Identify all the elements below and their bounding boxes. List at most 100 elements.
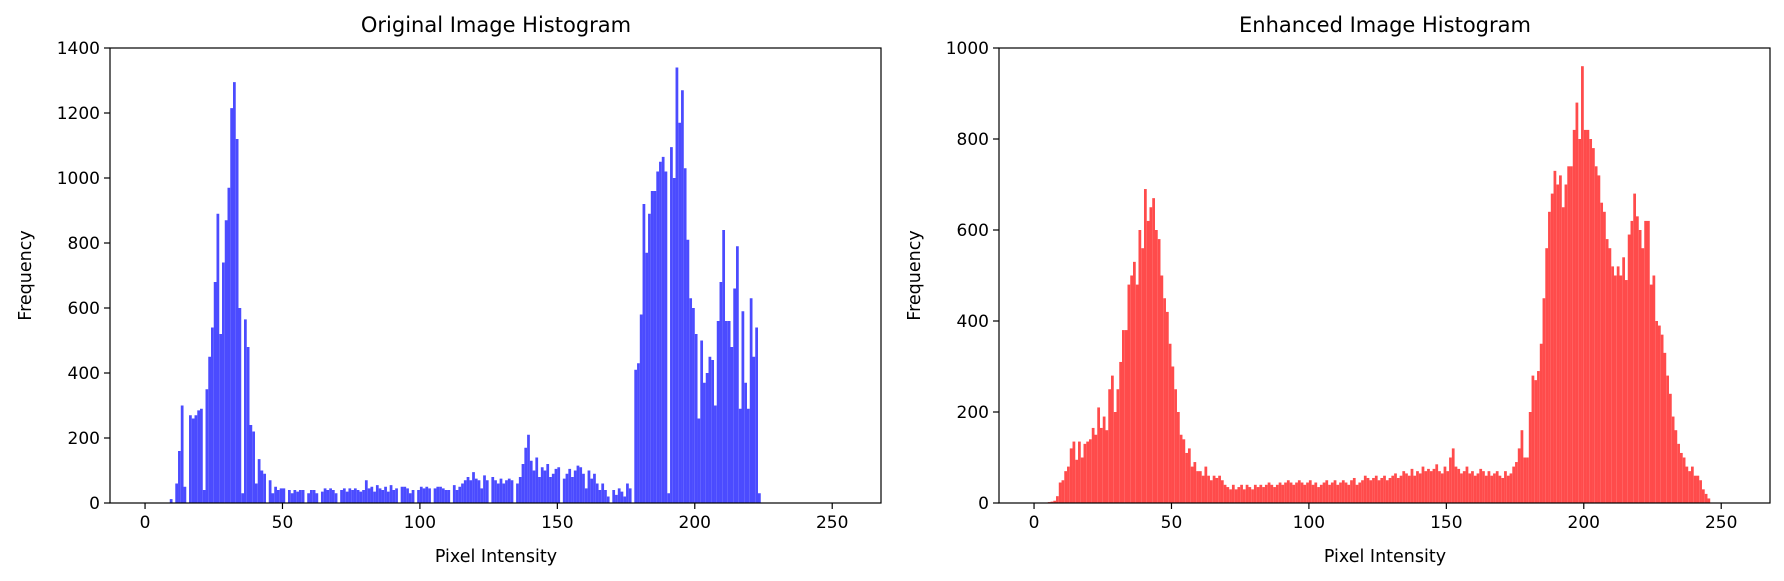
histogram-bar: [1259, 484, 1263, 503]
histogram-bar: [1473, 475, 1477, 503]
histogram-bar: [620, 491, 624, 504]
histogram-bar: [1242, 489, 1246, 503]
histogram-bar: [1130, 275, 1133, 503]
histogram-bar: [1526, 457, 1529, 503]
histogram-bar: [571, 477, 574, 503]
histogram-bar: [1289, 482, 1293, 503]
histogram-bar: [1127, 284, 1131, 503]
enhanced-histogram-panel: Enhanced Image Histogram 0 50 100 150 200 250…: [905, 13, 1771, 567]
histogram-bar: [1567, 166, 1571, 504]
x-tick-label: 0: [140, 513, 151, 533]
histogram-bar: [1630, 220, 1634, 503]
histogram-bar: [1358, 482, 1362, 503]
histogram-bar: [576, 465, 580, 504]
histogram-bar: [428, 488, 431, 504]
histogram-bar: [1707, 498, 1711, 503]
histogram-bar: [1138, 230, 1142, 503]
histogram-bar: [579, 467, 583, 503]
histogram-bar: [1517, 448, 1521, 503]
histogram-bar: [1286, 480, 1290, 503]
histogram-bar: [1339, 482, 1342, 503]
histogram-bar: [656, 171, 660, 503]
histogram-bar: [334, 493, 338, 503]
histogram-bar: [1080, 457, 1084, 503]
histogram-bar: [323, 488, 327, 504]
histogram-bar: [730, 347, 734, 503]
histogram-bar: [708, 356, 712, 503]
histogram-bar: [200, 408, 203, 503]
histogram-bar: [1133, 261, 1136, 503]
histogram-bar: [1446, 471, 1450, 503]
histogram-bar: [1069, 448, 1073, 503]
histogram-bar: [1372, 477, 1375, 503]
histogram-bar: [1451, 448, 1455, 503]
histogram-bar: [290, 493, 294, 503]
histogram-bar: [1105, 430, 1109, 503]
histogram-bar: [1701, 489, 1705, 503]
histogram-bar: [1666, 375, 1669, 503]
histogram-bar: [1160, 275, 1164, 503]
histogram-bar: [1385, 480, 1389, 503]
histogram-bar: [1113, 412, 1117, 503]
histogram-bar: [1154, 230, 1158, 503]
x-axis-ticks: 0 50 100 150 200 250: [140, 503, 848, 533]
histogram-bar: [1193, 462, 1197, 503]
histogram-bar: [1482, 471, 1485, 503]
histogram-bar: [1086, 441, 1090, 503]
histogram-bar: [1122, 330, 1125, 503]
histogram-bar: [626, 483, 629, 503]
histogram-bar: [224, 220, 228, 503]
histogram-bar: [1330, 482, 1334, 503]
histogram-bar: [711, 360, 715, 503]
histogram-bar: [1100, 427, 1103, 503]
histogram-bar: [433, 488, 437, 504]
histogram-bar: [254, 483, 258, 503]
histogram-bar: [1413, 475, 1417, 503]
histogram-bar: [1625, 280, 1628, 503]
histogram-bar: [1578, 139, 1582, 503]
histogram-bar: [1251, 489, 1254, 503]
histogram-bar: [1690, 466, 1694, 503]
y-axis-ticks: 0 200 400 600 800 1000 1200 1400: [57, 39, 110, 514]
histogram-bar: [1317, 487, 1320, 503]
histogram-bar: [411, 490, 415, 503]
histogram-bar: [439, 486, 442, 503]
histogram-bar: [1581, 66, 1584, 503]
histogram-bar: [1061, 480, 1065, 503]
histogram-bar: [169, 499, 173, 503]
histogram-bar: [1226, 487, 1230, 503]
histogram-bar: [1322, 482, 1326, 503]
histogram-bar: [634, 369, 638, 503]
histogram-bar: [1600, 202, 1604, 503]
histogram-bar: [1611, 266, 1615, 503]
histogram-bar: [375, 485, 379, 504]
histogram-bar: [351, 490, 354, 503]
histogram-bar: [378, 488, 382, 504]
histogram-bar: [1240, 484, 1243, 503]
y-tick-label: 200: [957, 403, 989, 423]
histogram-bar: [1229, 489, 1232, 503]
histogram-bar: [582, 473, 585, 503]
histogram-bar: [1347, 484, 1351, 503]
histogram-bar: [342, 488, 346, 504]
histogram-bar: [1165, 311, 1169, 503]
histogram-bar: [540, 467, 544, 503]
histogram-bar: [1325, 480, 1329, 503]
histogram-bar: [584, 488, 588, 504]
histogram-bar: [1696, 475, 1700, 503]
histogram-bar: [406, 488, 409, 504]
histogram-bar: [1053, 500, 1057, 503]
histogram-bar: [703, 382, 706, 503]
histogram-bar: [1212, 475, 1216, 503]
histogram-bar: [183, 486, 187, 503]
histogram-bar: [422, 488, 426, 504]
x-tick-label: 50: [1161, 513, 1183, 533]
histogram-bar: [1638, 230, 1642, 503]
histogram-bar: [244, 319, 247, 504]
histogram-bar: [381, 490, 385, 503]
histogram-bar: [1531, 375, 1535, 503]
histogram-bar: [601, 483, 605, 503]
histogram-bar: [1616, 266, 1620, 503]
histogram-bar: [741, 311, 745, 503]
histogram-bar: [425, 486, 429, 503]
